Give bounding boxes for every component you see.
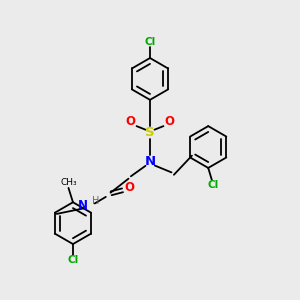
Text: O: O [124,182,134,194]
Text: O: O [165,116,175,128]
Text: CH₃: CH₃ [60,178,77,187]
Text: O: O [125,116,135,128]
Text: N: N [144,155,156,168]
Text: Cl: Cl [67,255,79,265]
Text: N: N [78,199,88,212]
Text: Cl: Cl [144,37,156,47]
Text: Cl: Cl [207,180,219,190]
Text: H: H [92,196,100,206]
Text: S: S [145,126,155,139]
